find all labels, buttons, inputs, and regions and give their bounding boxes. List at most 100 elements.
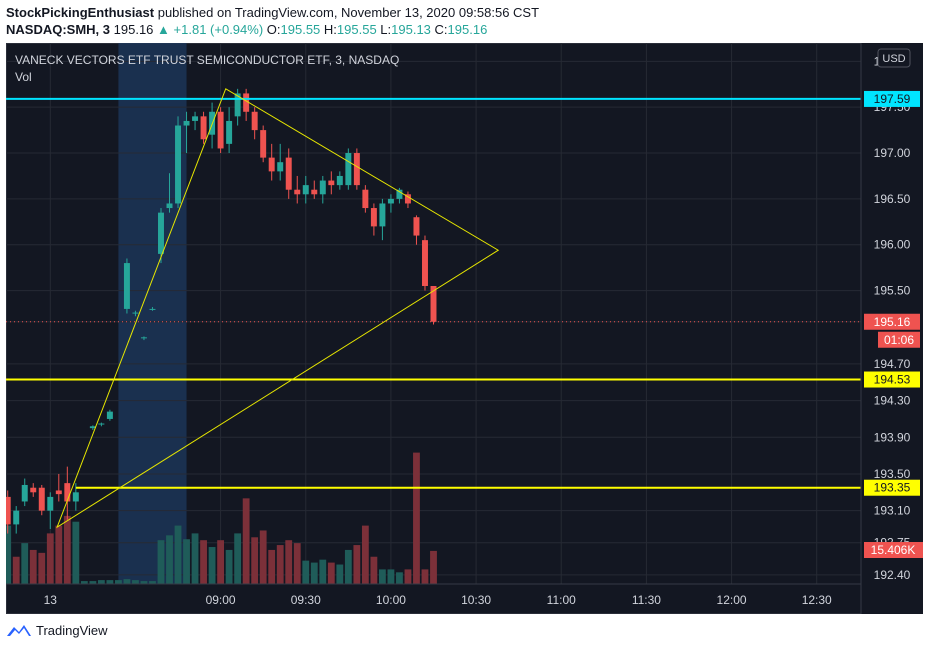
candle-body <box>89 426 96 429</box>
candle-body <box>226 120 233 144</box>
x-tick-label: 10:00 <box>376 593 406 607</box>
volume-bar <box>234 533 242 584</box>
candle-body <box>140 337 147 339</box>
candle-body <box>200 116 207 140</box>
x-tick-label: 11:30 <box>632 593 661 607</box>
countdown-label: 01:06 <box>884 333 914 347</box>
volume-bar <box>353 545 361 584</box>
candle-body <box>396 189 403 199</box>
candle-body <box>132 312 139 314</box>
candle-body <box>47 496 54 511</box>
volume-bar <box>251 537 259 584</box>
last-price: 195.16 <box>113 22 154 37</box>
volume-bar <box>413 452 420 584</box>
publish-info: StockPickingEnthusiast published on Trad… <box>6 5 539 20</box>
volume-bar <box>123 579 131 584</box>
volume-bar <box>421 569 429 584</box>
volume-bar <box>319 559 327 584</box>
volume-bar <box>89 581 97 584</box>
volume-bar <box>12 556 20 584</box>
candle-body <box>362 189 369 209</box>
candle-body <box>353 153 360 186</box>
candle-body <box>166 203 173 209</box>
candle-body <box>336 175 343 186</box>
volume-bar <box>140 581 148 584</box>
volume-bar <box>115 580 122 584</box>
price-chart[interactable]: 198.00197.50197.00196.50196.00195.50195.… <box>6 43 923 614</box>
volume-bar <box>157 540 165 584</box>
volume-bar <box>370 556 378 584</box>
volume-bar <box>285 540 293 584</box>
triangle-pattern[interactable] <box>56 88 500 529</box>
volume-bar <box>293 543 301 584</box>
volume-bar <box>430 550 437 584</box>
author-name[interactable]: StockPickingEnthusiast <box>6 5 155 20</box>
candle-body <box>319 180 326 195</box>
low-label: L: <box>380 22 392 37</box>
y-tick-label: 195.50 <box>874 284 911 298</box>
volume-bar <box>242 498 250 584</box>
y-tick-label: 193.50 <box>874 467 911 481</box>
x-tick-label: 09:00 <box>206 593 236 607</box>
y-tick-label: 194.30 <box>874 394 911 408</box>
candle-body <box>413 217 420 236</box>
y-tick-label: 193.90 <box>874 430 911 444</box>
candle-body <box>430 285 437 322</box>
candle-body <box>260 130 267 158</box>
volume-bar <box>29 549 37 584</box>
symbol-info: NASDAQ:SMH, 3 195.16 ▲ +1.81 (+0.94%) O:… <box>6 22 487 37</box>
y-tick-label: 193.10 <box>874 504 911 518</box>
volume-bar <box>276 545 284 584</box>
volume-bar <box>149 581 156 584</box>
volume-bar <box>106 580 114 584</box>
volume-bar <box>6 525 12 584</box>
volume-bar <box>404 569 412 584</box>
volume-bar <box>132 580 139 584</box>
volume-bar <box>327 562 335 584</box>
candle-body <box>13 510 20 525</box>
candle-body <box>387 198 394 204</box>
volume-bar <box>225 549 233 584</box>
candle-body <box>379 203 386 227</box>
candle-body <box>6 496 11 525</box>
volume-bar <box>80 581 88 584</box>
high-value: 195.55 <box>336 22 377 37</box>
candle-body <box>64 483 71 502</box>
x-tick-label: 10:30 <box>461 593 491 607</box>
candle-body <box>175 125 182 204</box>
low-value: 195.13 <box>391 22 431 37</box>
price-label: 194.53 <box>874 373 911 387</box>
candle-body <box>328 180 335 186</box>
volume-bar <box>302 560 310 584</box>
price-change: +1.81 (+0.94%) <box>173 22 264 37</box>
countdown-box <box>878 331 920 348</box>
y-tick-label: 196.50 <box>874 192 911 206</box>
candle-body <box>30 487 37 493</box>
volume-bar <box>191 533 199 584</box>
price-label: 197.59 <box>874 92 911 106</box>
candle-body <box>234 93 241 117</box>
price-label-box <box>864 479 920 496</box>
candle-body <box>123 263 130 309</box>
candle-body <box>158 212 164 254</box>
footer-brand[interactable]: TradingView <box>36 622 108 638</box>
candle-body <box>217 111 224 149</box>
volume-bar <box>55 525 63 584</box>
volume-bar <box>200 540 207 584</box>
last-price-box <box>864 313 920 330</box>
currency-button[interactable] <box>877 48 911 68</box>
volume-bar <box>259 530 267 584</box>
publish-text: published on TradingView.com, November 1… <box>157 5 540 20</box>
legend-title: VANECK VECTORS ETF TRUST SEMICONDUCTOR E… <box>15 53 399 67</box>
candle-body <box>149 308 156 310</box>
volume-bar <box>63 515 71 584</box>
volume-bar <box>217 540 225 584</box>
candle-body <box>38 487 45 511</box>
volume-bar <box>97 580 105 584</box>
volume-bar <box>208 547 216 584</box>
volume-bar <box>361 525 369 584</box>
candle-body <box>72 492 79 502</box>
volume-value-box <box>864 542 923 558</box>
candle-body <box>370 208 377 227</box>
y-tick-label: 196.00 <box>874 238 911 252</box>
